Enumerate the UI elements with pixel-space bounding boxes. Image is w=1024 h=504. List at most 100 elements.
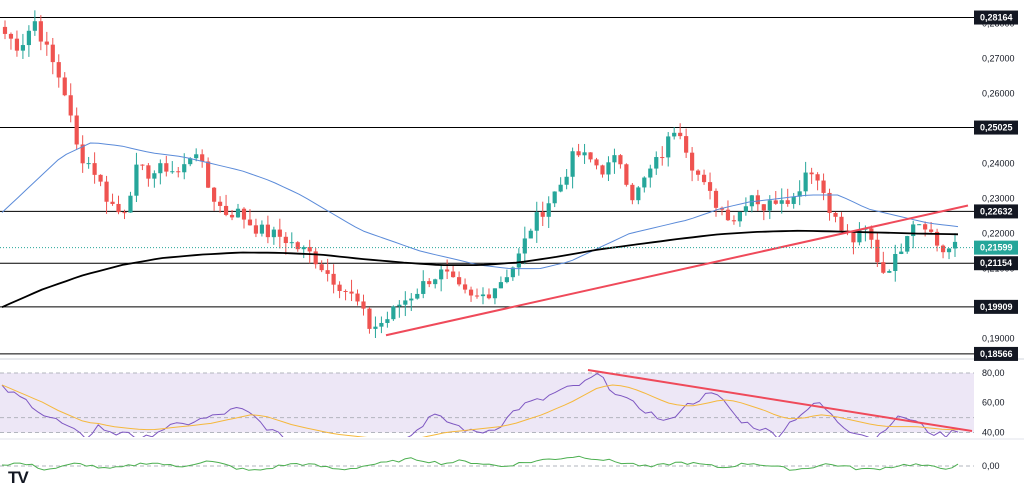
candle-body [737, 211, 743, 222]
candle-body [140, 164, 145, 166]
candle-body [707, 182, 713, 191]
candle-body [516, 253, 521, 268]
candle-body [74, 115, 79, 145]
candle-body [875, 239, 880, 263]
candle-body [283, 236, 288, 244]
candle-body [433, 279, 438, 285]
rsi-tick-label: 40,00 [982, 428, 1005, 438]
candle-body [767, 200, 772, 211]
candle-body [887, 271, 892, 273]
candle-body [86, 163, 91, 165]
rsi-line [1, 373, 959, 437]
tradingview-logo[interactable]: TV [8, 468, 29, 487]
level-tag [974, 299, 1018, 314]
candle-body [839, 216, 844, 231]
candle-body [397, 304, 402, 307]
candle-body [194, 154, 199, 159]
candle-body [642, 177, 647, 188]
level-tag [974, 256, 1018, 271]
candle-body [952, 241, 958, 249]
candle-body [755, 195, 760, 205]
oscillator-tick-label: 0,00 [982, 461, 1000, 471]
price-axis[interactable]: 0,280000,270000,260000,240000,230000,220… [974, 10, 1018, 471]
candle-body [600, 165, 605, 175]
level-tag [974, 10, 1018, 25]
last-price-tag-label: 0,21599 [980, 243, 1013, 253]
candle-body [32, 21, 37, 31]
candle-body [546, 203, 551, 217]
candle-body [923, 224, 928, 230]
rsi-panel[interactable] [0, 368, 1024, 451]
candle-body [182, 164, 187, 173]
candle-body [289, 242, 294, 244]
candle-body [128, 195, 133, 213]
candle-body [421, 281, 426, 294]
candle-body [456, 277, 462, 285]
candle-body [146, 165, 151, 179]
candle-body [206, 161, 211, 188]
candle-body [684, 136, 689, 153]
candle-body [134, 164, 139, 196]
level-tag-label: 0,25025 [980, 123, 1013, 133]
candle-body [44, 41, 49, 45]
price-tick-label: 0,23000 [982, 194, 1015, 204]
level-tag-label: 0,28164 [980, 13, 1013, 23]
candle-body [940, 245, 946, 253]
candle-body [56, 62, 61, 78]
candle-body [8, 33, 14, 39]
price-tick-label: 0,19000 [982, 334, 1015, 344]
candle-body [38, 21, 43, 42]
candle-body [451, 271, 456, 278]
candle-body [188, 158, 193, 165]
candle-body [911, 224, 916, 237]
candle-body [277, 229, 282, 237]
candle-body [809, 172, 814, 175]
candle-body [462, 284, 468, 290]
candle-body [158, 163, 163, 174]
candle-body [170, 171, 175, 173]
candle-body [821, 180, 826, 193]
candle-body [827, 192, 832, 213]
candle-body [899, 251, 904, 255]
candle-body [486, 294, 492, 299]
candle-body [343, 290, 348, 292]
price-tick-label: 0,24000 [982, 158, 1015, 168]
candle-body [540, 212, 545, 217]
candle-body [50, 44, 55, 63]
candle-body [690, 152, 695, 171]
candle-body [588, 152, 593, 160]
rsi-tick-label: 80,00 [982, 368, 1005, 378]
candle-body [648, 168, 653, 178]
candle-body [672, 132, 677, 137]
candle-body [731, 220, 737, 222]
last-price-tag [974, 240, 1018, 255]
candle-body [403, 300, 408, 305]
oscillator-panel[interactable] [0, 455, 974, 471]
price-panel[interactable] [0, 10, 1024, 360]
candle-body [164, 163, 169, 172]
candle-body [259, 224, 265, 234]
candle-body [212, 187, 217, 202]
candle-body [678, 132, 683, 137]
level-tag [974, 346, 1018, 361]
candle-body [92, 163, 97, 175]
candle-body [905, 236, 910, 252]
candle-body [217, 201, 223, 206]
candle-body [815, 174, 820, 181]
level-tag [974, 120, 1018, 135]
candle-body [445, 269, 450, 272]
candle-body [929, 229, 934, 232]
candle-body [373, 326, 378, 329]
candle-body [934, 231, 940, 246]
ascending-trendline [385, 204, 969, 337]
candle-body [695, 170, 701, 175]
candle-body [295, 242, 300, 250]
candle-body [200, 154, 205, 162]
candle-body [313, 251, 318, 265]
candle-body [803, 172, 808, 192]
candle-body [612, 155, 617, 163]
candle-body [624, 164, 629, 185]
candle-body [857, 229, 862, 243]
